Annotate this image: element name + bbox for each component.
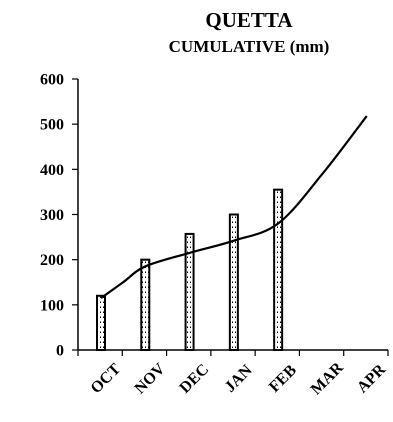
y-tick-label: 0 bbox=[56, 343, 64, 360]
x-tick-label: JAN bbox=[222, 361, 256, 395]
chart-title: QUETTA bbox=[205, 8, 293, 32]
x-tick-label: OCT bbox=[88, 360, 125, 397]
y-tick-label: 100 bbox=[40, 297, 64, 314]
y-tick-label: 300 bbox=[40, 207, 64, 224]
y-tick-label: 400 bbox=[40, 162, 64, 179]
y-tick-label: 600 bbox=[40, 72, 64, 89]
bar-oct bbox=[96, 294, 106, 351]
x-axis: OCT NOV DEC JAN FEB MAR APR bbox=[77, 349, 390, 398]
y-tick-label: 200 bbox=[40, 252, 64, 269]
bar-dec bbox=[184, 232, 195, 351]
bar-nov bbox=[140, 258, 151, 351]
chart-subtitle: CUMULATIVE (mm) bbox=[169, 37, 330, 56]
cumulative-curve-line bbox=[100, 115, 368, 299]
x-tick-label: DEC bbox=[176, 361, 212, 397]
x-tick-label: MAR bbox=[308, 359, 347, 398]
y-axis: 0 100 200 300 400 500 600 bbox=[40, 72, 79, 360]
y-tick-label: 500 bbox=[40, 117, 64, 134]
bar-feb bbox=[273, 188, 284, 351]
x-tick-label: NOV bbox=[132, 360, 169, 397]
bars bbox=[96, 188, 284, 351]
x-tick-label: FEB bbox=[266, 362, 300, 396]
cumulative-curve bbox=[100, 115, 368, 299]
bar-jan bbox=[228, 213, 239, 351]
x-tick-label: APR bbox=[354, 361, 390, 397]
